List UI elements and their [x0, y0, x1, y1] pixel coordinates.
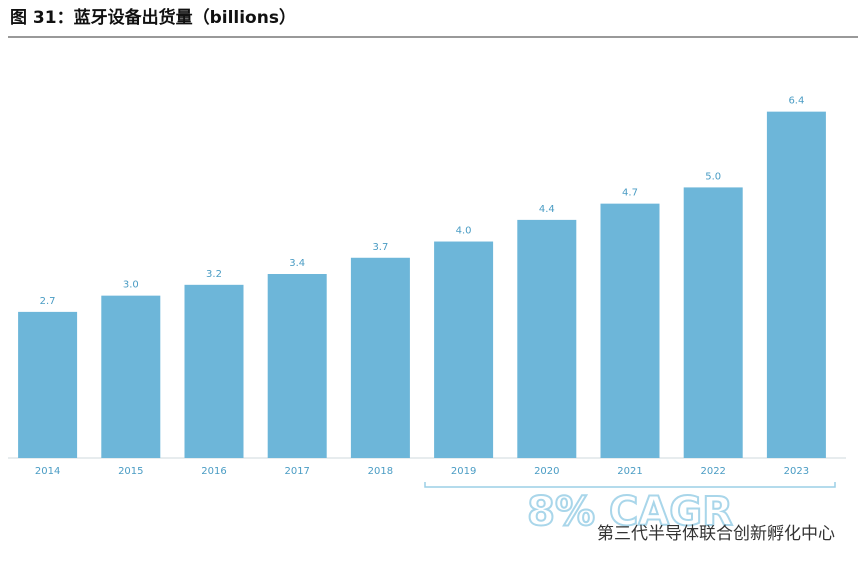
- value-label: 6.4: [788, 96, 804, 107]
- x-tick-label: 2016: [201, 466, 226, 477]
- x-tick-label: 2014: [35, 466, 60, 477]
- value-label: 2.7: [40, 296, 56, 307]
- x-tick-label: 2015: [118, 466, 143, 477]
- bar: [184, 284, 244, 458]
- bar: [600, 203, 660, 458]
- value-label: 3.0: [123, 280, 139, 291]
- x-tick-label: 2020: [534, 466, 559, 477]
- bar: [350, 257, 410, 458]
- bar: [267, 274, 327, 458]
- value-label: 4.0: [456, 226, 472, 237]
- value-label: 4.7: [622, 188, 638, 199]
- bar: [683, 187, 743, 459]
- x-tick-label: 2017: [284, 466, 309, 477]
- chart-title: 图 31：蓝牙设备出货量（billions）: [10, 7, 296, 28]
- x-tick-label: 2022: [700, 466, 725, 477]
- value-label: 4.4: [539, 204, 555, 215]
- value-label: 5.0: [705, 171, 721, 182]
- cagr-annotation: 8% CAGR: [527, 489, 733, 535]
- bar: [517, 219, 577, 458]
- watermark: 第三代半导体联合创新孵化中心: [597, 524, 835, 544]
- bar: [101, 295, 161, 458]
- bar: [18, 311, 78, 458]
- x-tick-label: 2023: [784, 466, 809, 477]
- cagr-bracket: [424, 482, 836, 488]
- bar: [766, 111, 826, 458]
- value-label: 3.4: [289, 258, 305, 269]
- bar: [434, 241, 494, 458]
- x-tick-label: 2018: [368, 466, 393, 477]
- x-tick-label: 2019: [451, 466, 476, 477]
- value-label: 3.2: [206, 269, 222, 280]
- value-label: 3.7: [372, 242, 388, 253]
- x-tick-label: 2021: [617, 466, 642, 477]
